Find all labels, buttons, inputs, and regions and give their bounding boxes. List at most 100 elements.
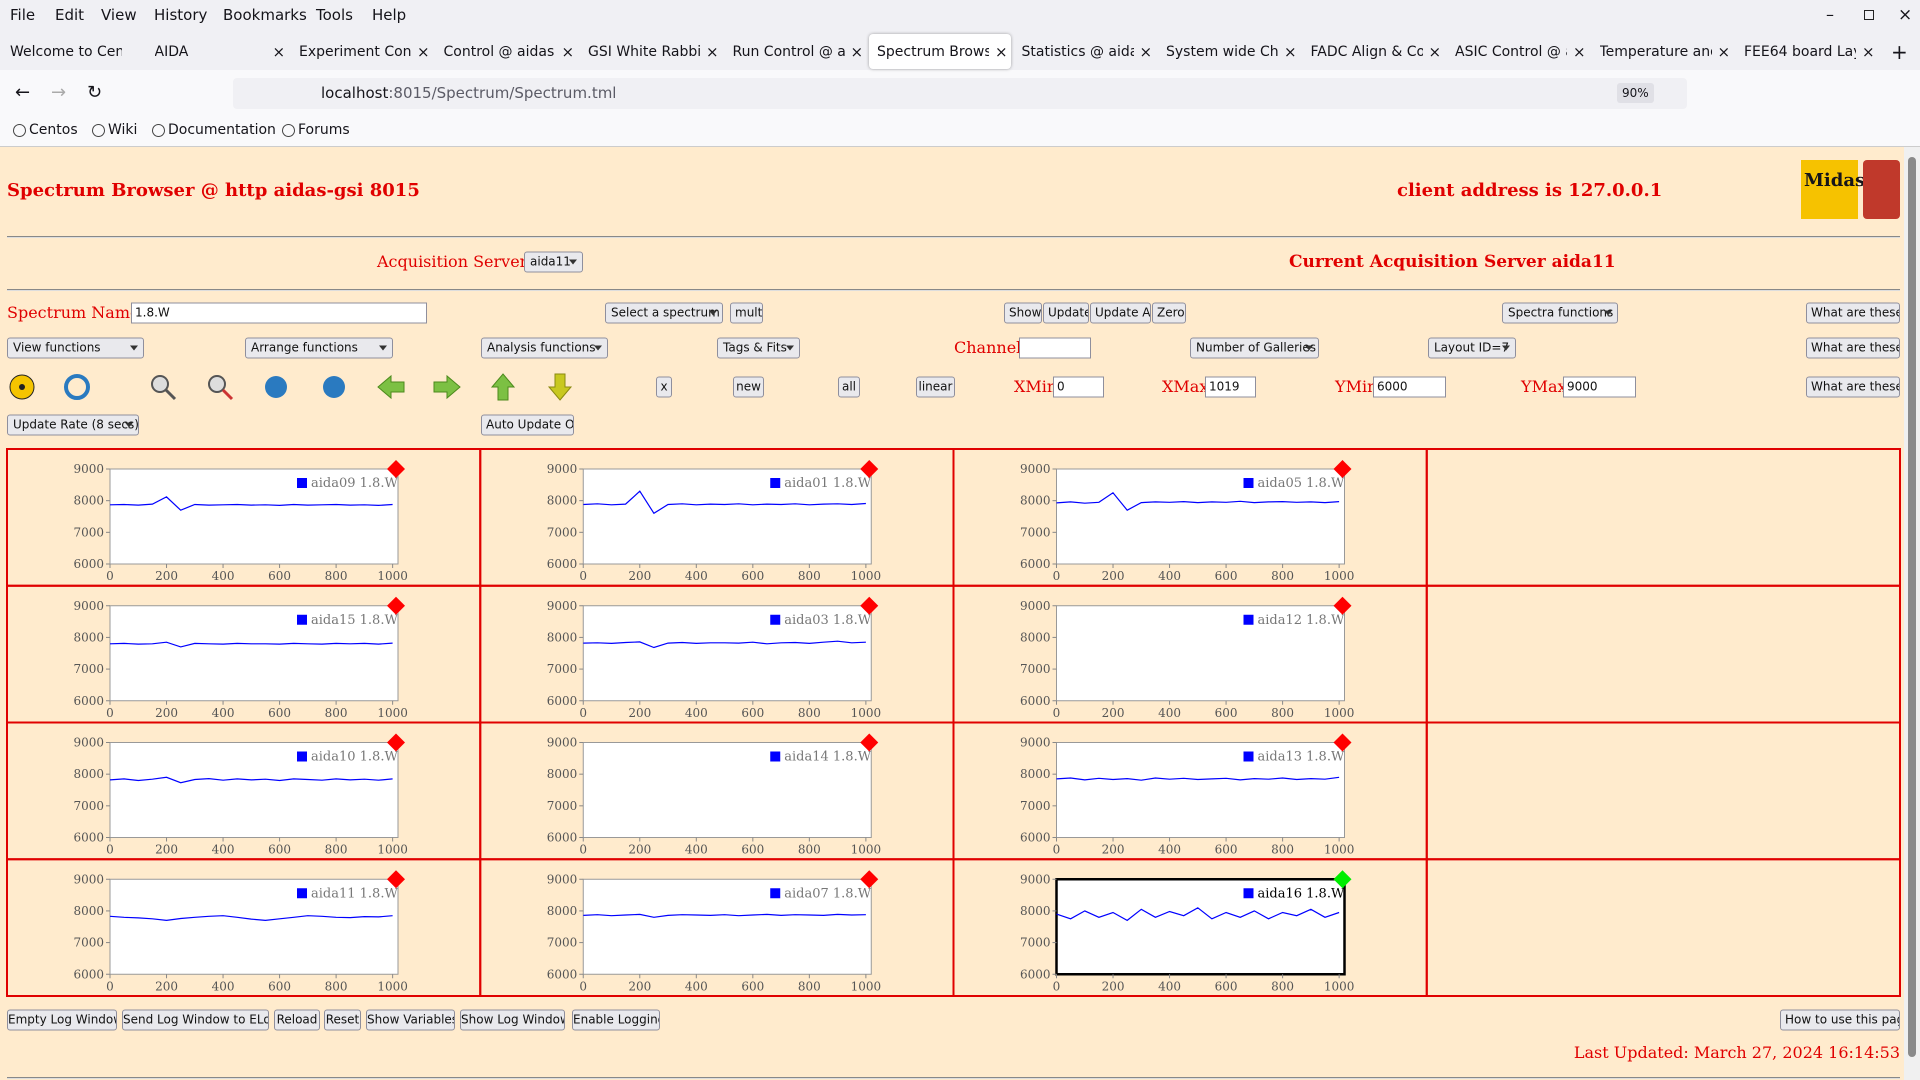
plot-area[interactable] <box>582 878 872 975</box>
status-diamond[interactable] <box>860 870 879 889</box>
tab-title[interactable]: Spectrum Brows <box>877 44 989 60</box>
spectrum-name-input[interactable]: 1.8.W <box>131 302 427 324</box>
compress-icon[interactable] <box>323 376 345 398</box>
status-diamond[interactable] <box>387 460 405 478</box>
menu-item[interactable]: Edit <box>55 6 85 24</box>
tab-close[interactable]: × <box>1284 43 1297 61</box>
right-arrow-icon[interactable] <box>433 374 461 400</box>
bookmark[interactable]: Forums <box>298 122 350 138</box>
analysis-functions[interactable]: Analysis functions <box>481 337 608 359</box>
bookmark[interactable]: Wiki <box>108 122 138 138</box>
menu-item[interactable]: View <box>101 6 137 24</box>
arrange-functions[interactable]: Arrange functions <box>245 337 393 359</box>
maximize[interactable] <box>1864 10 1874 20</box>
menu-item[interactable]: File <box>10 6 36 24</box>
tab-title[interactable]: System wide Che <box>1166 44 1278 60</box>
plot-area[interactable] <box>1056 468 1345 565</box>
ymax-input[interactable]: 9000 <box>1563 376 1636 398</box>
footer-button[interactable]: Empty Log Window <box>7 1009 117 1031</box>
tab-title[interactable]: Statistics @ aida <box>1021 44 1134 60</box>
select-spectrum[interactable]: Select a spectrum <box>605 302 723 324</box>
view-functions[interactable]: View functions <box>7 337 144 359</box>
status-diamond[interactable] <box>860 733 879 752</box>
footer-button[interactable]: Send Log Window to ELog <box>122 1009 269 1031</box>
help-button[interactable]: What are these? <box>1806 376 1900 398</box>
status-diamond[interactable] <box>1333 460 1352 478</box>
plot-area[interactable] <box>582 742 872 838</box>
plot-area[interactable] <box>1055 878 1346 976</box>
tab-title[interactable]: Experiment Cont <box>299 44 411 60</box>
scrollbar[interactable] <box>1904 147 1920 1080</box>
update-button[interactable]: Update <box>1043 302 1089 324</box>
channel-input[interactable] <box>1019 337 1091 359</box>
xmin-input[interactable]: 0 <box>1053 376 1104 398</box>
status-diamond[interactable] <box>860 460 879 478</box>
show-button[interactable]: Show <box>1004 302 1042 324</box>
layout-select[interactable]: Layout ID=7 <box>1428 337 1516 359</box>
close-window[interactable]: × <box>1898 5 1913 25</box>
tab-title[interactable]: ASIC Control @ a <box>1455 44 1567 60</box>
tab-title[interactable]: Temperature and <box>1599 44 1712 60</box>
update-rate[interactable]: Update Rate (8 secs) <box>7 414 139 436</box>
tab-close[interactable]: × <box>706 43 719 61</box>
plot-area[interactable] <box>1056 742 1345 838</box>
help-button[interactable]: What are these? <box>1806 337 1900 359</box>
tab-title[interactable]: AIDA <box>154 44 189 60</box>
tab-close[interactable]: × <box>1717 43 1731 61</box>
new-tab[interactable]: + <box>1891 40 1908 64</box>
refresh-icon[interactable] <box>64 374 90 400</box>
galleries-select[interactable]: Number of Galleries <box>1190 337 1319 359</box>
status-diamond[interactable] <box>387 733 405 752</box>
bookmark[interactable]: Centos <box>29 122 78 138</box>
up-arrow-icon[interactable] <box>490 373 516 401</box>
footer-button[interactable]: Reset <box>324 1009 361 1031</box>
tab-close[interactable]: × <box>1862 43 1875 61</box>
zoom-level[interactable]: 90% <box>1617 83 1654 103</box>
tab-close[interactable]: × <box>995 43 1008 61</box>
plot-area[interactable] <box>109 742 399 838</box>
back[interactable]: ← <box>15 82 31 103</box>
tab-close[interactable]: × <box>850 43 864 61</box>
reload[interactable]: ↻ <box>87 82 103 103</box>
plot-area[interactable] <box>582 605 872 702</box>
multi-button[interactable]: multi <box>730 302 763 324</box>
tab-title[interactable]: GSI White Rabbi <box>588 44 700 60</box>
status-diamond[interactable] <box>387 870 405 889</box>
bookmark[interactable]: Documentation <box>168 122 276 138</box>
zoom-in-icon[interactable] <box>151 375 169 393</box>
tab-title[interactable]: Welcome to Cen <box>10 44 122 60</box>
spectra-functions[interactable]: Spectra functions <box>1502 302 1618 324</box>
plot-area[interactable] <box>1056 605 1345 702</box>
status-diamond[interactable] <box>1333 596 1352 615</box>
status-diamond[interactable] <box>1333 870 1352 889</box>
tab-title[interactable]: Run Control @ a <box>732 44 845 60</box>
plot-area[interactable] <box>582 468 872 565</box>
plot-area[interactable] <box>109 878 399 975</box>
url-field[interactable] <box>233 78 1687 109</box>
status-diamond[interactable] <box>860 596 879 615</box>
menu-item[interactable]: History <box>154 6 208 24</box>
status-diamond[interactable] <box>1333 733 1352 752</box>
ymin-input[interactable]: 6000 <box>1373 376 1446 398</box>
tab-title[interactable]: FADC Align & Co <box>1310 44 1423 60</box>
zero-button[interactable]: Zero <box>1152 302 1186 324</box>
help-button[interactable]: What are these? <box>1806 302 1900 324</box>
plot-area[interactable] <box>109 468 399 565</box>
auto-update-button[interactable]: Auto Update ON <box>481 414 574 436</box>
update-all-button[interactable]: Update All <box>1090 302 1151 324</box>
xmax-input[interactable]: 1019 <box>1205 376 1256 398</box>
expand-icon[interactable] <box>265 376 287 398</box>
all-button[interactable]: all <box>838 376 860 398</box>
plot-area[interactable] <box>109 605 399 702</box>
tags-fits[interactable]: Tags & Fits <box>717 337 800 359</box>
tab-close[interactable]: × <box>272 43 286 61</box>
scrollbar-thumb[interactable] <box>1908 157 1916 1057</box>
new-button[interactable]: new <box>733 376 764 398</box>
menu-item[interactable]: Tools <box>316 6 353 24</box>
tab-title[interactable]: FEE64 board Lay <box>1744 44 1856 60</box>
tab-close[interactable]: × <box>1573 43 1586 61</box>
minimize[interactable]: – <box>1826 5 1834 24</box>
x-button[interactable]: x <box>656 376 672 398</box>
menu-item[interactable]: Bookmarks <box>223 6 307 24</box>
footer-button[interactable]: Reload <box>274 1009 320 1031</box>
